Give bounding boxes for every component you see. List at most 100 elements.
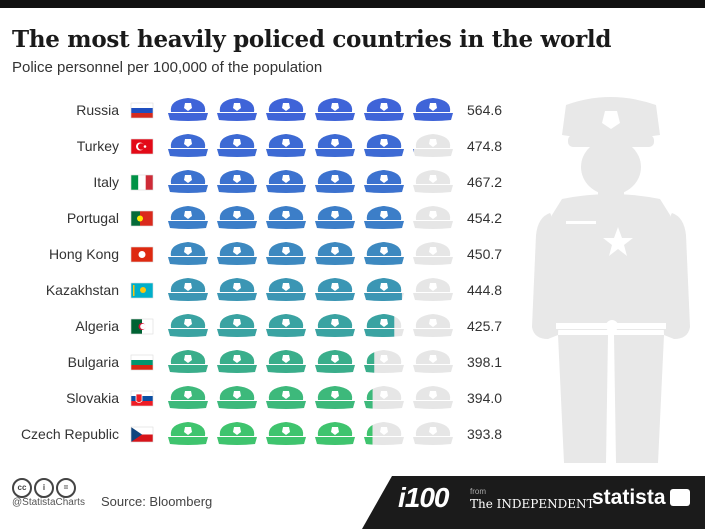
pictogram-chart: Russia 564.6 Turkey 474.8 Italy 467.2 Portugal… — [21, 98, 502, 445]
top-bar — [0, 0, 705, 8]
value-label: 467.2 — [467, 174, 502, 190]
police-cap-icon — [413, 134, 453, 157]
police-cap-icon — [266, 314, 306, 337]
czech-republic-flag — [130, 426, 154, 443]
chart-row: Czech Republic 393.8 — [21, 422, 502, 445]
police-cap-icon — [168, 170, 208, 193]
category-label: Hong Kong — [49, 246, 119, 262]
police-cap-icon — [217, 206, 257, 229]
footer-brand-band — [362, 476, 705, 529]
category-label: Italy — [93, 174, 119, 190]
portugal-flag — [130, 210, 154, 227]
chart-row: Algeria 425.7 — [75, 314, 502, 337]
police-cap-icon — [266, 206, 306, 229]
police-cap-icon — [168, 278, 208, 301]
chart-row: Russia 564.6 — [76, 98, 502, 121]
statista-mark-icon — [670, 489, 690, 506]
statista-logo: statista — [592, 486, 666, 509]
algeria-flag — [130, 318, 154, 335]
category-label: Slovakia — [66, 390, 119, 406]
value-label: 564.6 — [467, 102, 502, 118]
police-cap-icon — [413, 98, 453, 121]
chart-subtitle: Police personnel per 100,000 of the popu… — [12, 59, 323, 76]
chart-row: Portugal 454.2 — [67, 206, 502, 229]
police-cap-icon — [413, 278, 453, 301]
police-cap-icon — [217, 98, 257, 121]
police-cap-icon — [364, 386, 404, 409]
police-cap-icon — [413, 206, 453, 229]
value-label: 474.8 — [467, 138, 502, 154]
police-cap-icon — [266, 170, 306, 193]
i100-logo: i100 — [398, 482, 449, 513]
category-label: Kazakhstan — [46, 282, 119, 298]
category-label: Algeria — [75, 318, 119, 334]
kazakhstan-flag — [130, 282, 154, 299]
police-cap-icon — [217, 386, 257, 409]
police-cap-icon — [217, 134, 257, 157]
category-label: Portugal — [67, 210, 119, 226]
chart-row: Bulgaria 398.1 — [68, 350, 502, 373]
cc-icon: cc — [12, 478, 32, 498]
policeman-figure-icon — [532, 97, 690, 463]
police-cap-icon — [168, 314, 208, 337]
police-cap-icon — [315, 350, 355, 373]
police-cap-icon — [266, 386, 306, 409]
police-cap-icon — [217, 278, 257, 301]
turkey-flag — [130, 138, 154, 155]
chart-title: The most heavily policed countries in th… — [12, 26, 612, 53]
value-label: 394.0 — [467, 390, 502, 406]
attribution-icon: i — [34, 478, 54, 498]
value-label: 425.7 — [467, 318, 502, 334]
police-cap-icon — [413, 386, 453, 409]
police-cap-icon — [168, 242, 208, 265]
chart-row: Hong Kong 450.7 — [49, 242, 502, 265]
police-cap-icon — [315, 242, 355, 265]
category-label: Bulgaria — [68, 354, 120, 370]
police-cap-icon — [266, 242, 306, 265]
police-cap-icon — [364, 278, 404, 301]
police-cap-icon — [413, 170, 453, 193]
source-note: Source: Bloomberg — [101, 494, 213, 509]
police-cap-icon — [315, 206, 355, 229]
police-cap-icon — [364, 422, 404, 445]
police-cap-icon — [364, 350, 404, 373]
police-cap-icon — [168, 98, 208, 121]
category-label: Turkey — [77, 138, 119, 154]
police-cap-icon — [413, 242, 453, 265]
police-cap-icon — [168, 206, 208, 229]
police-cap-icon — [413, 350, 453, 373]
police-cap-icon — [266, 134, 306, 157]
police-cap-icon — [315, 422, 355, 445]
police-cap-icon — [315, 278, 355, 301]
italy-flag — [130, 174, 154, 191]
no-derivatives-icon: = — [56, 478, 76, 498]
value-label: 393.8 — [467, 426, 502, 442]
independent-from-label: from — [470, 487, 486, 496]
value-label: 450.7 — [467, 246, 502, 262]
police-cap-icon — [364, 314, 404, 337]
police-cap-icon — [217, 350, 257, 373]
police-cap-icon — [413, 314, 453, 337]
creative-commons-icons: cc i = — [12, 477, 78, 498]
slovakia-flag — [130, 390, 154, 407]
value-label: 454.2 — [467, 210, 502, 226]
police-cap-icon — [413, 422, 453, 445]
police-cap-icon — [266, 278, 306, 301]
chart-row: Italy 467.2 — [93, 170, 502, 193]
bulgaria-flag — [130, 354, 154, 371]
chart-row: Kazakhstan 444.8 — [46, 278, 502, 301]
police-cap-icon — [315, 314, 355, 337]
police-cap-icon — [266, 350, 306, 373]
russia-flag — [130, 102, 154, 119]
category-label: Czech Republic — [21, 426, 119, 442]
police-cap-icon — [168, 422, 208, 445]
statista-handle: @StatistaCharts — [12, 497, 85, 508]
independent-logo: The INDEPENDENT — [470, 497, 595, 511]
police-cap-icon — [364, 170, 404, 193]
hong-kong-flag — [130, 246, 154, 263]
police-cap-icon — [315, 134, 355, 157]
value-label: 444.8 — [467, 282, 502, 298]
chart-row: Turkey 474.8 — [77, 134, 502, 157]
category-label: Russia — [76, 102, 119, 118]
value-label: 398.1 — [467, 354, 502, 370]
